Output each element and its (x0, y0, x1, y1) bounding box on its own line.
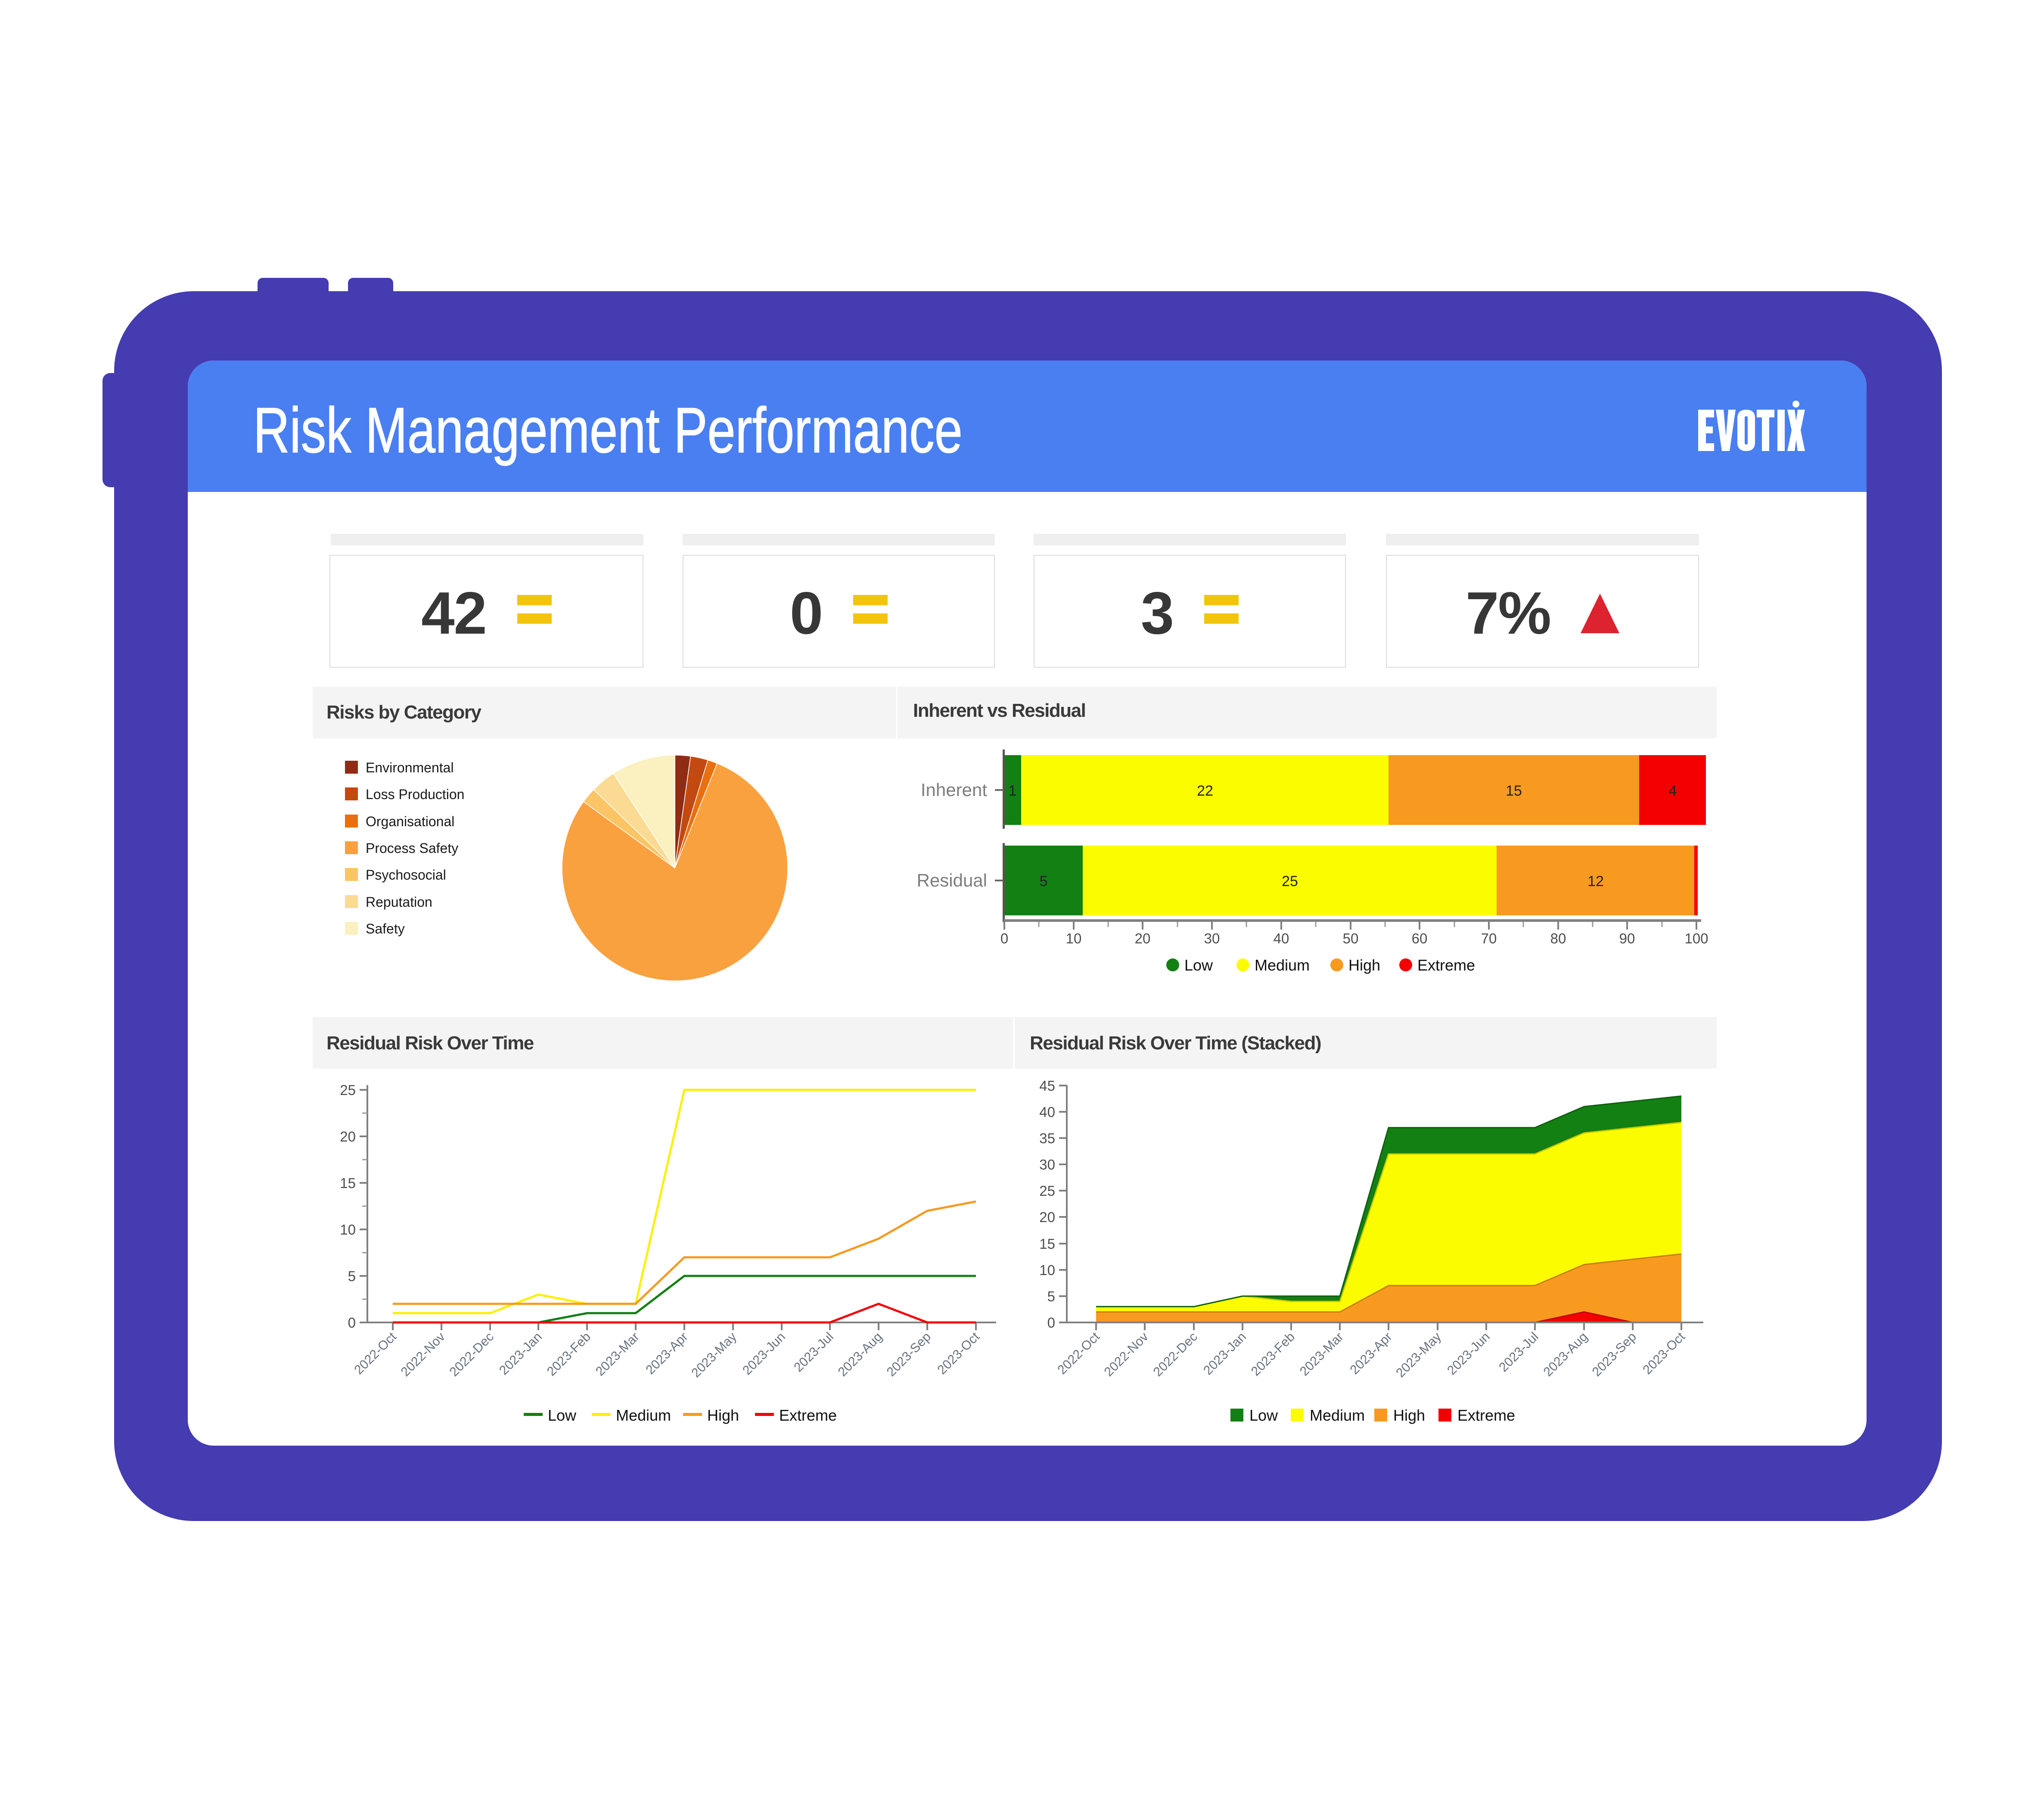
svg-text:2023-Feb: 2023-Feb (544, 1330, 593, 1379)
svg-text:15: 15 (1506, 783, 1522, 799)
svg-text:High: High (707, 1406, 739, 1424)
svg-text:15: 15 (1039, 1236, 1055, 1252)
svg-text:Medium: Medium (1310, 1406, 1365, 1424)
svg-text:2023-Jul: 2023-Jul (1496, 1330, 1541, 1375)
svg-text:12: 12 (1587, 873, 1604, 890)
svg-text:Extreme: Extreme (779, 1406, 837, 1424)
svg-text:2023-Mar: 2023-Mar (1297, 1330, 1346, 1379)
svg-text:40: 40 (1039, 1104, 1055, 1120)
svg-text:2023-Feb: 2023-Feb (1249, 1330, 1298, 1379)
svg-text:Process Safety: Process Safety (366, 840, 458, 856)
svg-text:35: 35 (1039, 1130, 1055, 1146)
svg-text:10: 10 (1066, 930, 1082, 946)
svg-text:2023-Apr: 2023-Apr (1347, 1330, 1395, 1378)
svg-text:70: 70 (1481, 930, 1497, 946)
svg-text:5: 5 (348, 1268, 356, 1284)
svg-text:0: 0 (1047, 1315, 1055, 1331)
svg-text:Medium: Medium (616, 1406, 671, 1424)
svg-text:0: 0 (348, 1315, 356, 1331)
svg-text:2023-Sep: 2023-Sep (884, 1330, 934, 1379)
svg-text:2022-Nov: 2022-Nov (1102, 1330, 1151, 1379)
svg-text:10: 10 (1039, 1262, 1055, 1278)
svg-text:2022-Oct: 2022-Oct (351, 1329, 399, 1377)
svg-text:High: High (1393, 1406, 1425, 1424)
svg-text:2023-Apr: 2023-Apr (643, 1330, 691, 1378)
svg-text:10: 10 (340, 1222, 356, 1238)
svg-text:Extreme: Extreme (1457, 1406, 1515, 1424)
svg-text:Environmental: Environmental (366, 760, 454, 775)
svg-text:20: 20 (340, 1129, 356, 1145)
svg-text:2023-May: 2023-May (1393, 1330, 1444, 1381)
svg-text:20: 20 (1135, 930, 1151, 946)
svg-text:2022-Oct: 2022-Oct (1055, 1329, 1103, 1377)
svg-text:High: High (1348, 956, 1380, 974)
svg-text:Medium: Medium (1255, 956, 1310, 974)
svg-text:2023-Jul: 2023-Jul (791, 1330, 836, 1375)
svg-text:2023-May: 2023-May (689, 1330, 739, 1381)
svg-text:Inherent: Inherent (921, 780, 987, 800)
svg-text:50: 50 (1343, 930, 1359, 946)
svg-text:2023-Oct: 2023-Oct (935, 1329, 982, 1377)
svg-text:40: 40 (1274, 930, 1289, 946)
svg-text:Residual: Residual (917, 870, 987, 890)
svg-text:Low: Low (548, 1406, 577, 1424)
svg-text:100: 100 (1684, 930, 1708, 946)
svg-text:2023-Sep: 2023-Sep (1590, 1330, 1639, 1379)
svg-text:Safety: Safety (366, 921, 405, 936)
svg-text:45: 45 (1039, 1078, 1055, 1094)
svg-text:4: 4 (1669, 783, 1677, 799)
svg-text:2023-Mar: 2023-Mar (593, 1330, 642, 1379)
svg-text:2023-Aug: 2023-Aug (1541, 1330, 1590, 1379)
svg-text:60: 60 (1412, 930, 1428, 946)
svg-text:1: 1 (1009, 783, 1017, 799)
svg-text:2023-Jun: 2023-Jun (1444, 1330, 1493, 1378)
svg-text:Low: Low (1249, 1406, 1278, 1424)
svg-text:2023-Aug: 2023-Aug (836, 1330, 885, 1379)
svg-text:5: 5 (1040, 873, 1048, 890)
svg-text:80: 80 (1550, 930, 1566, 946)
svg-text:2023-Jan: 2023-Jan (1201, 1330, 1249, 1378)
svg-text:2023-Jan: 2023-Jan (497, 1330, 545, 1378)
svg-text:30: 30 (1039, 1157, 1055, 1173)
svg-text:2022-Dec: 2022-Dec (447, 1330, 497, 1379)
svg-text:90: 90 (1619, 930, 1635, 946)
svg-text:22: 22 (1197, 783, 1213, 799)
svg-text:2022-Nov: 2022-Nov (398, 1330, 448, 1379)
svg-text:25: 25 (340, 1082, 356, 1098)
svg-text:25: 25 (1282, 873, 1298, 890)
svg-text:25: 25 (1039, 1183, 1055, 1199)
svg-text:Low: Low (1184, 956, 1213, 974)
svg-text:Extreme: Extreme (1417, 956, 1475, 974)
svg-text:Reputation: Reputation (366, 894, 432, 910)
svg-text:Organisational: Organisational (366, 814, 454, 829)
svg-text:2023-Jun: 2023-Jun (740, 1330, 788, 1378)
svg-text:Psychosocial: Psychosocial (366, 867, 446, 883)
svg-text:2023-Oct: 2023-Oct (1640, 1329, 1688, 1377)
svg-text:2022-Dec: 2022-Dec (1151, 1330, 1200, 1379)
svg-text:0: 0 (1000, 930, 1008, 946)
svg-text:30: 30 (1204, 930, 1220, 946)
svg-text:15: 15 (340, 1175, 356, 1191)
svg-text:20: 20 (1039, 1209, 1055, 1225)
svg-text:5: 5 (1047, 1288, 1055, 1304)
svg-text:Loss Production: Loss Production (366, 787, 464, 802)
